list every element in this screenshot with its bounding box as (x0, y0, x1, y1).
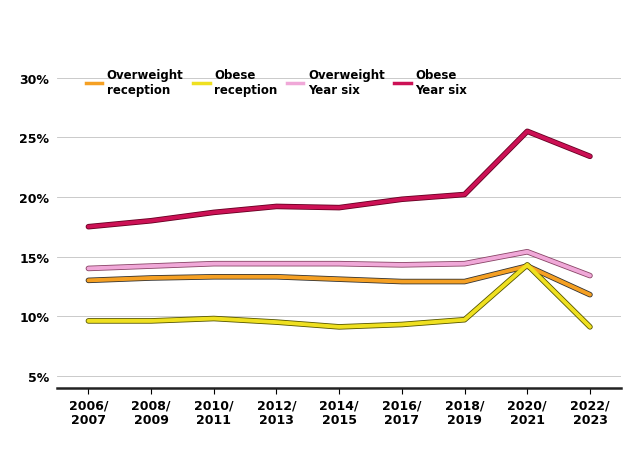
Text: HOW ENGLAND'S CHILDREN HAVE GOTTEN FATTER OVER TIME: HOW ENGLAND'S CHILDREN HAVE GOTTEN FATTE… (14, 11, 620, 28)
Legend: Overweight
reception, Obese
reception, Overweight
Year six, Obese
Year six: Overweight reception, Obese reception, O… (86, 69, 467, 97)
